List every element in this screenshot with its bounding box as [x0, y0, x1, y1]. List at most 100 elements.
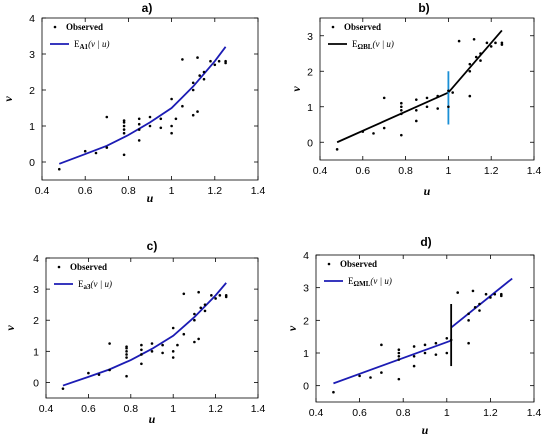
x-tick-label: 1 [170, 403, 176, 415]
observed-point [224, 59, 227, 63]
observed-point [423, 343, 427, 347]
x-tick-label: 1.4 [527, 165, 542, 177]
observed-point [94, 151, 98, 155]
observed-point [380, 371, 383, 374]
observed-point [467, 319, 470, 322]
y-tick-label: 3 [303, 283, 309, 295]
fit-line [62, 282, 227, 387]
legend-fit-label: EΩML(v | u) [348, 276, 392, 288]
observed-point [171, 350, 175, 353]
observed-point [197, 290, 200, 294]
x-tick-label: 0.4 [313, 165, 328, 177]
observed-point [335, 148, 339, 151]
observed-point [400, 112, 403, 116]
observed-point [193, 340, 196, 344]
x-axis-label: u [424, 184, 431, 198]
plot-frame [319, 17, 535, 161]
chart-panel-3: 0.4 0.6 0.8 1 1.2 1.4 0 1 2 3 4 c) u v Observed Ea3(v |… [3, 239, 265, 426]
y-tick-label: 0 [303, 381, 309, 393]
x-tick-label: 0.4 [39, 403, 54, 415]
observed-point [170, 124, 173, 128]
observed-point [209, 59, 212, 63]
observed-point [434, 353, 438, 356]
x-tick-label: 0.4 [309, 407, 324, 419]
x-tick-label: 1.2 [207, 185, 222, 197]
observed-point [202, 77, 206, 81]
y-tick-label: 0 [307, 137, 313, 149]
observed-point [182, 332, 186, 336]
chart-panel-2: 0.4 0.6 0.8 1 1.2 1.4 0 1 2 3 b) u v Observed EΩBL(v |… [289, 1, 541, 198]
observed-point [445, 337, 449, 340]
observed-point [467, 341, 470, 345]
observed-point [471, 289, 475, 293]
observed-point [415, 98, 418, 101]
y-tick-label: 2 [33, 315, 39, 327]
x-tick-label: 1.4 [251, 185, 266, 197]
observed-point [218, 294, 222, 297]
observed-point [468, 62, 472, 66]
observed-point [140, 362, 143, 366]
chart-title: c) [147, 239, 158, 253]
observed-point [122, 153, 126, 157]
observed-point [161, 343, 164, 347]
observed-point [493, 292, 497, 296]
observed-point [122, 131, 126, 135]
observed-point [382, 96, 386, 100]
y-tick-label: 3 [33, 284, 39, 296]
observed-point [159, 126, 163, 130]
observed-point [57, 167, 61, 171]
legend-observed-marker [327, 262, 331, 266]
legend-observed-marker [53, 25, 57, 29]
x-tick-label: 0.8 [398, 165, 413, 177]
observed-point [472, 38, 476, 41]
observed-point [122, 124, 126, 128]
observed-point [423, 351, 427, 355]
chart-title: d) [420, 235, 431, 249]
x-tick-label: 0.8 [123, 403, 138, 415]
observed-point [137, 117, 141, 121]
observed-point [196, 56, 199, 59]
legend-fit-label: Ea3(v | u) [78, 279, 112, 291]
observed-point [447, 105, 450, 109]
observed-point [210, 294, 213, 297]
observed-point [148, 124, 152, 128]
observed-point [193, 318, 196, 322]
observed-point [181, 104, 184, 108]
observed-point [415, 119, 418, 123]
observed-point [137, 128, 141, 131]
observed-point [140, 353, 143, 356]
observed-point [108, 368, 111, 372]
y-tick-label: 4 [29, 13, 35, 25]
observed-point [425, 105, 429, 109]
y-tick-label: 4 [33, 253, 39, 265]
observed-point [478, 309, 481, 312]
chart-panel-1: 0.4 0.6 0.8 1 1.2 1.4 0 1 2 3 4 a) u v Observed EA1(v |… [1, 1, 265, 205]
observed-point [436, 107, 440, 110]
observed-point [61, 387, 65, 390]
observed-point [434, 341, 438, 345]
observed-point [484, 292, 488, 296]
y-tick-label: 3 [29, 49, 35, 61]
observed-point [485, 41, 489, 45]
observed-point [176, 343, 179, 347]
observed-point [181, 58, 184, 61]
observed-point [148, 115, 152, 119]
observed-point [122, 128, 126, 131]
fit-line [333, 339, 452, 385]
observed-point [500, 292, 503, 296]
x-tick-label: 0.8 [396, 407, 411, 419]
observed-point [108, 342, 111, 345]
observed-point [332, 390, 335, 394]
observed-point [137, 139, 141, 142]
observed-point [397, 354, 401, 358]
x-axis-label: u [422, 423, 429, 437]
y-tick-label: 1 [33, 346, 39, 358]
observed-point [159, 117, 163, 121]
observed-point [198, 74, 201, 77]
legend-observed-label: Observed [66, 22, 103, 32]
observed-point [214, 297, 217, 300]
observed-point [122, 119, 126, 122]
observed-point [224, 294, 228, 297]
x-tick-label: 1.2 [483, 407, 498, 419]
y-tick-label: 3 [307, 31, 313, 43]
